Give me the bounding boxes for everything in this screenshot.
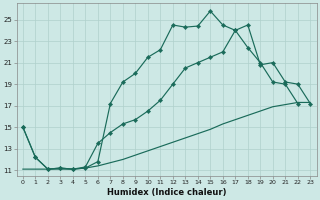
X-axis label: Humidex (Indice chaleur): Humidex (Indice chaleur) (107, 188, 226, 197)
